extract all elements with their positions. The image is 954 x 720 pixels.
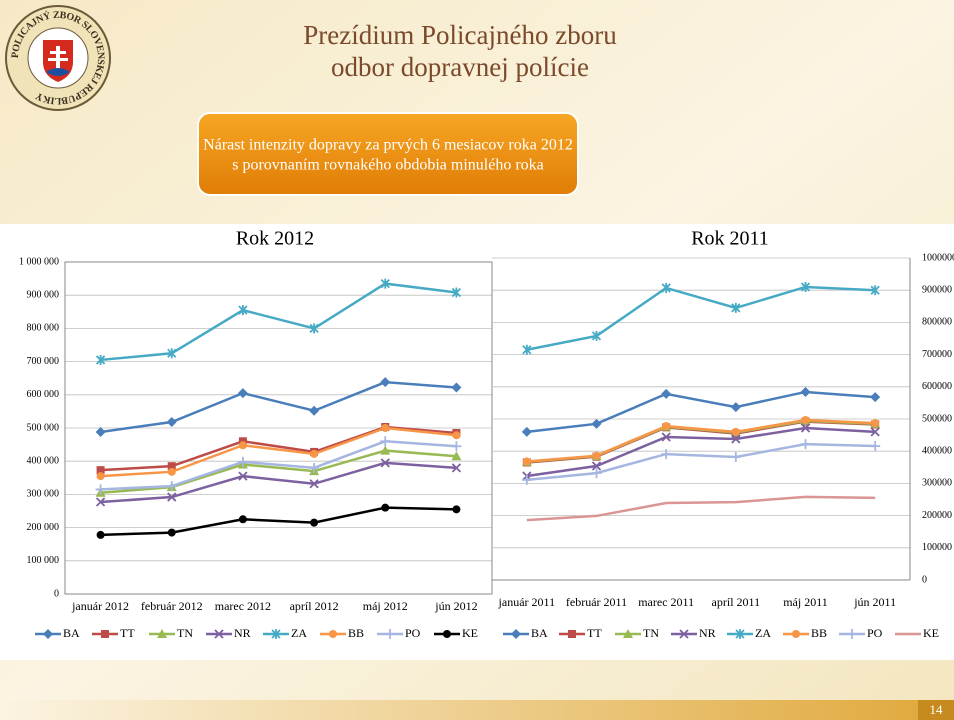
legend-label: TT [120, 626, 135, 640]
y-tick-label: 700 000 [27, 356, 60, 367]
marker [568, 630, 576, 638]
marker [239, 515, 247, 523]
y-tick-label: 800000 [922, 317, 952, 328]
legend-label: BA [63, 626, 80, 640]
logo: POLICAJNÝ ZBOR SLOVENSKEJ REPUBLIKY [6, 6, 110, 110]
legend-label: ZA [291, 626, 307, 640]
x-tick-label: jún 2011 [853, 595, 896, 609]
chart-title: Rok 2011 [691, 228, 769, 250]
y-tick-label: 500 000 [27, 422, 60, 433]
legend-label: KE [923, 626, 939, 640]
marker [871, 419, 879, 427]
legend-label: TN [177, 626, 193, 640]
y-tick-label: 400000 [922, 445, 952, 456]
y-tick-label: 300000 [922, 478, 952, 489]
legend-label: TT [587, 626, 602, 640]
title-line: odbor dopravnej polície [331, 52, 589, 82]
legend-label: PO [405, 626, 421, 640]
slide: POLICAJNÝ ZBOR SLOVENSKEJ REPUBLIKY Prez… [0, 0, 954, 720]
y-tick-label: 1000000 [922, 252, 954, 263]
y-tick-label: 0 [54, 588, 59, 599]
x-tick-label: máj 2012 [363, 599, 408, 613]
legend-label: BB [811, 626, 827, 640]
marker [329, 630, 337, 638]
legend-label: BA [531, 626, 548, 640]
x-tick-label: január 2011 [498, 595, 556, 609]
y-tick-label: 500000 [922, 413, 952, 424]
marker [97, 531, 105, 539]
x-tick-label: marec 2011 [638, 595, 694, 609]
marker [310, 519, 318, 527]
marker [310, 450, 318, 458]
chart-title: Rok 2012 [236, 228, 314, 250]
legend-label: PO [867, 626, 883, 640]
y-tick-label: 200 000 [27, 522, 60, 533]
page-number: 14 [930, 702, 944, 717]
marker [452, 505, 460, 513]
marker [239, 441, 247, 449]
marker [97, 472, 105, 480]
marker [523, 458, 531, 466]
marker [101, 630, 109, 638]
marker [802, 416, 810, 424]
marker [792, 630, 800, 638]
y-tick-label: 300 000 [27, 489, 60, 500]
y-tick-label: 100 000 [27, 555, 60, 566]
y-tick-label: 1 000 000 [19, 256, 59, 267]
marker [381, 424, 389, 432]
marker [732, 428, 740, 436]
y-tick-label: 600000 [922, 381, 952, 392]
legend-label: KE [462, 626, 478, 640]
legend-label: NR [699, 626, 716, 640]
x-tick-label: január 2012 [71, 599, 129, 613]
marker [168, 468, 176, 476]
title-line: Prezídium Policajného zboru [303, 20, 617, 50]
y-tick-label: 0 [922, 574, 927, 585]
marker [593, 452, 601, 460]
x-tick-label: február 2012 [141, 599, 203, 613]
x-tick-label: február 2011 [566, 595, 627, 609]
y-tick-label: 900 000 [27, 289, 60, 300]
marker [381, 504, 389, 512]
callout-line: s porovnaním rovnakého obdobia minulého … [232, 157, 544, 174]
legend-label: ZA [755, 626, 771, 640]
y-tick-label: 600 000 [27, 389, 60, 400]
legend-label: NR [234, 626, 251, 640]
y-tick-label: 800 000 [27, 323, 60, 334]
y-tick-label: 200000 [922, 510, 952, 521]
y-tick-label: 900000 [922, 284, 952, 295]
legend-label: BB [348, 626, 364, 640]
x-tick-label: máj 2011 [783, 595, 828, 609]
marker [662, 422, 670, 430]
callout-line: Nárast intenzity dopravy za prvých 6 mes… [203, 137, 573, 154]
x-tick-label: marec 2012 [215, 599, 271, 613]
x-tick-label: jún 2012 [434, 599, 477, 613]
callout-box [198, 113, 578, 195]
x-tick-label: apríl 2012 [290, 599, 339, 613]
y-tick-label: 700000 [922, 349, 952, 360]
x-tick-label: apríl 2011 [712, 595, 761, 609]
marker [168, 529, 176, 537]
legend-label: TN [643, 626, 659, 640]
y-tick-label: 100000 [922, 542, 952, 553]
marker [452, 431, 460, 439]
footer-bar [0, 700, 954, 720]
marker [443, 630, 451, 638]
y-tick-label: 400 000 [27, 455, 60, 466]
